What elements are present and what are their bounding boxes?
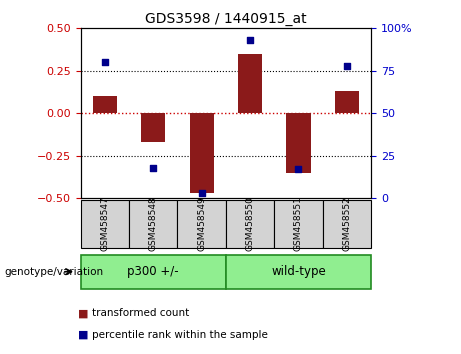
Text: percentile rank within the sample: percentile rank within the sample: [92, 330, 268, 339]
Point: [149, 165, 157, 171]
Text: p300 +/-: p300 +/-: [128, 265, 179, 278]
Text: ■: ■: [78, 308, 89, 318]
Text: GSM458549: GSM458549: [197, 196, 206, 251]
Point: [343, 63, 350, 69]
Bar: [189, 113, 214, 193]
Point: [101, 59, 109, 65]
Bar: [335, 91, 359, 113]
Text: GSM458547: GSM458547: [100, 196, 109, 251]
Bar: [93, 96, 117, 113]
Bar: [238, 54, 262, 113]
Text: GSM458552: GSM458552: [343, 196, 351, 251]
Point: [295, 166, 302, 172]
Text: transformed count: transformed count: [92, 308, 189, 318]
Title: GDS3598 / 1440915_at: GDS3598 / 1440915_at: [145, 12, 307, 26]
Text: GSM458550: GSM458550: [246, 196, 254, 251]
Text: wild-type: wild-type: [271, 265, 326, 278]
Text: genotype/variation: genotype/variation: [5, 267, 104, 277]
Bar: [286, 113, 311, 173]
Point: [198, 190, 205, 196]
Point: [246, 38, 254, 43]
Text: GSM458548: GSM458548: [149, 196, 158, 251]
Text: ■: ■: [78, 330, 89, 339]
Bar: [141, 113, 165, 142]
Text: GSM458551: GSM458551: [294, 196, 303, 251]
